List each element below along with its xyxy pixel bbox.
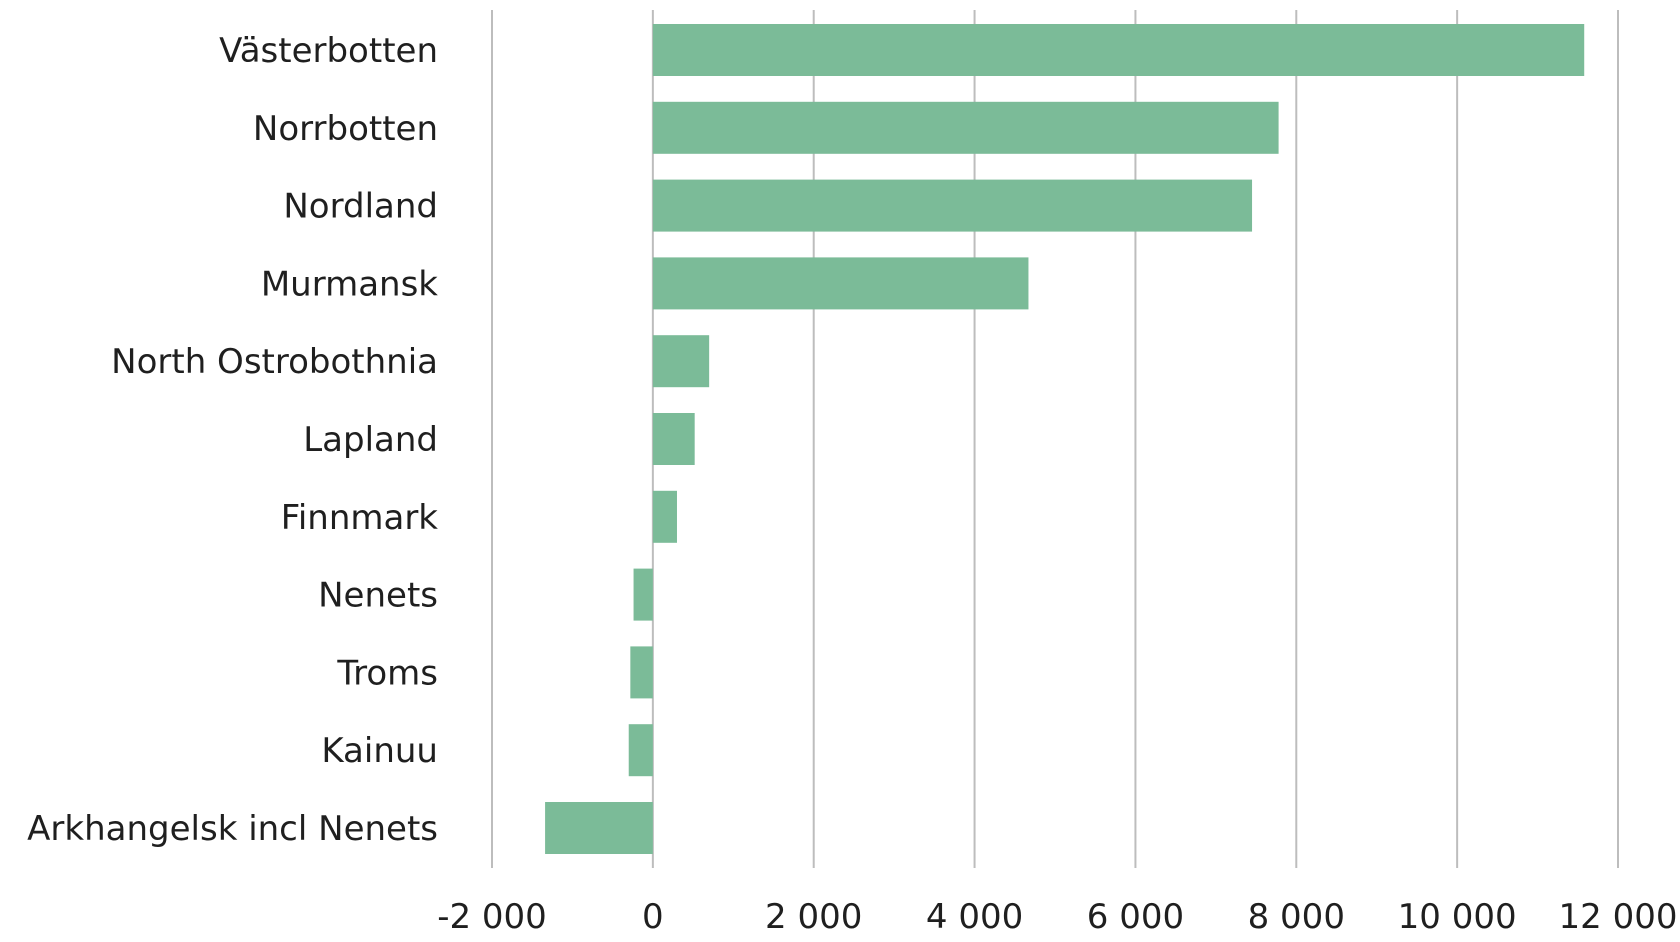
category-label: Västerbotten	[219, 31, 438, 71]
category-label: Kainuu	[321, 731, 438, 771]
x-tick-label: 2 000	[765, 897, 862, 937]
bar	[652, 24, 1585, 76]
category-label: Arkhangelsk incl Nenets	[27, 809, 438, 849]
x-tick-label: -2 000	[437, 897, 547, 937]
bar	[652, 257, 1029, 310]
category-label: Nenets	[318, 576, 438, 616]
bar	[652, 179, 1253, 232]
x-tick-label: 6 000	[1087, 897, 1184, 937]
category-label: Nordland	[283, 187, 438, 227]
x-tick-label: 10 000	[1398, 897, 1517, 937]
x-axis-tick-labels: -2 000 0 2 000 4 000 6 000 8 000 10 000 12 000	[437, 897, 1677, 937]
category-label: North Ostrobothnia	[111, 342, 438, 382]
category-labels: Västerbotten Norrbotten Nordland Murmansk No…	[27, 31, 438, 849]
bar	[545, 802, 653, 854]
category-label: Lapland	[303, 420, 438, 460]
bar	[630, 646, 653, 699]
bar	[652, 335, 710, 388]
bars	[545, 24, 1585, 854]
x-tick-label: 4 000	[926, 897, 1023, 937]
bar	[633, 568, 653, 621]
category-label: Finnmark	[281, 498, 439, 538]
bar	[652, 490, 677, 543]
x-tick-label: 0	[642, 897, 664, 937]
bar	[652, 413, 695, 465]
bar	[628, 724, 653, 777]
x-tick-label: 12 000	[1559, 897, 1678, 937]
category-label: Troms	[336, 653, 438, 693]
x-tick-label: 8 000	[1248, 897, 1345, 937]
bar	[652, 101, 1279, 154]
category-label: Murmansk	[261, 264, 438, 304]
category-label: Norrbotten	[253, 109, 438, 149]
